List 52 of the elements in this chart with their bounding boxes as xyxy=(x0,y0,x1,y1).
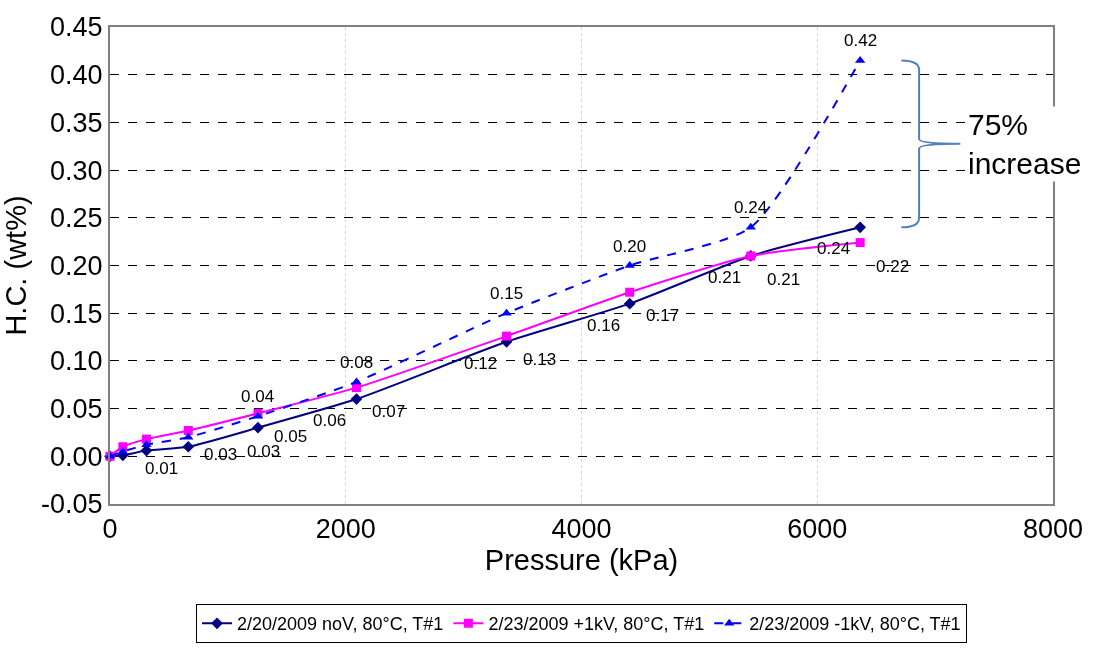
data-label: 0.20 xyxy=(613,237,647,256)
data-label: 0.04 xyxy=(241,387,275,406)
x-axis-title: Pressure (kPa) xyxy=(484,544,679,577)
data-label: 0.21 xyxy=(767,270,801,289)
point xyxy=(182,440,195,453)
y-tick-label: 0.25 xyxy=(50,203,103,234)
point xyxy=(351,377,362,385)
data-label: 0.16 xyxy=(587,316,621,335)
point xyxy=(141,440,152,448)
point xyxy=(855,238,865,248)
y-tick-label: 0.20 xyxy=(50,250,103,281)
y-tick-label: 0.30 xyxy=(50,155,103,186)
y-axis-title: H.C. (wt%) xyxy=(0,195,32,336)
x-tick-label: 2000 xyxy=(315,514,376,545)
y-tick-label: 0.40 xyxy=(50,60,103,91)
data-label: 0.21 xyxy=(708,268,742,287)
y-tick-label: -0.05 xyxy=(41,489,103,520)
x-tick-label: 0 xyxy=(102,514,118,545)
point xyxy=(854,221,867,234)
point xyxy=(350,393,363,405)
x-tick-label: 8000 xyxy=(1022,514,1084,545)
data-label: 0.22 xyxy=(876,257,910,276)
data-label: 0.03 xyxy=(204,445,238,464)
annotation: 75% increase xyxy=(968,108,1082,180)
y-tick-label: 0.05 xyxy=(50,394,103,425)
y-tick-label: 0.00 xyxy=(50,441,103,472)
y-tick-label: 0.35 xyxy=(50,107,103,138)
point xyxy=(625,287,635,297)
data-label: 0.05 xyxy=(274,427,308,446)
x-tick-label: 6000 xyxy=(787,514,848,545)
data-label: 0.24 xyxy=(734,198,768,217)
data-label: 0.06 xyxy=(313,411,347,430)
legend-label: 2/20/2009 noV, 80°C, T#1 xyxy=(237,614,444,635)
data-label: 0.17 xyxy=(646,306,680,325)
data-label: 0.12 xyxy=(464,354,498,373)
point xyxy=(745,222,756,230)
point xyxy=(183,426,193,436)
point xyxy=(623,297,636,310)
data-label: 0.08 xyxy=(340,353,374,372)
data-label: 0.13 xyxy=(523,350,557,369)
x-tick-label: 4000 xyxy=(551,514,612,545)
data-label: 0.15 xyxy=(490,284,524,303)
y-tick-label: 0.45 xyxy=(50,12,103,43)
point xyxy=(252,421,264,434)
legend-label: 2/23/2009 +1kV, 80°C, T#1 xyxy=(488,614,705,635)
legend-label: 2/23/2009 -1kV, 80°C, T#1 xyxy=(749,614,961,635)
data-label: 0.42 xyxy=(844,31,878,50)
data-label: 0.01 xyxy=(145,459,179,478)
point xyxy=(502,331,512,341)
data-label: 0.07 xyxy=(372,402,406,421)
y-tick-label: 0.10 xyxy=(50,346,103,377)
y-tick-label: 0.15 xyxy=(50,298,103,329)
